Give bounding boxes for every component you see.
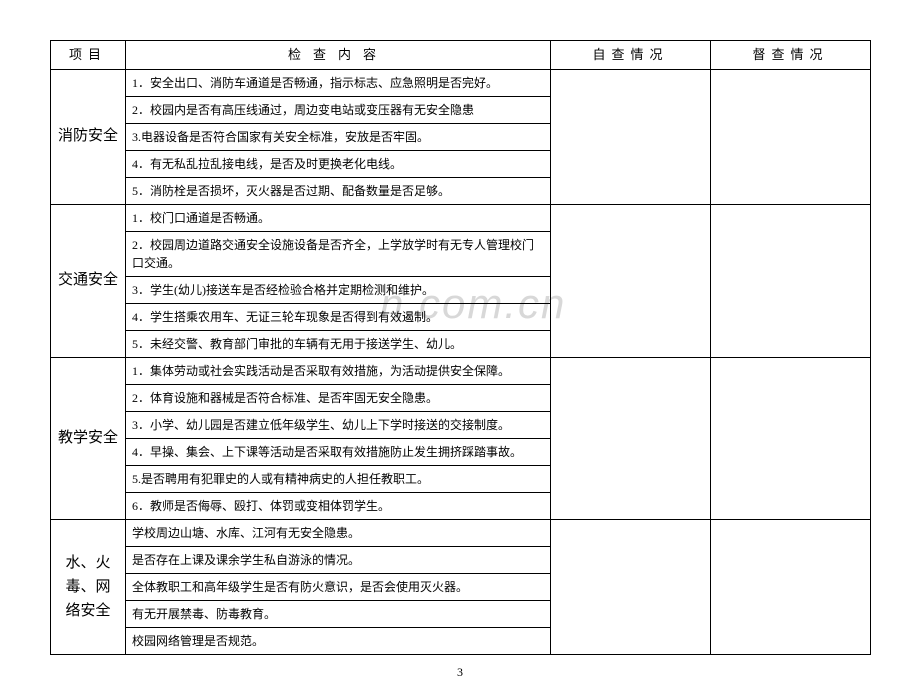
- content-cell: 5．消防栓是否损坏，灭火器是否过期、配备数量是否足够。: [126, 177, 551, 204]
- table-row: 消防安全 1．安全出口、消防车通道是否畅通，指示标志、应急照明是否完好。: [51, 69, 871, 96]
- supervise-cell: [711, 519, 871, 654]
- content-cell: 4．有无私乱拉乱接电线，是否及时更换老化电线。: [126, 150, 551, 177]
- table-container: 项目 检查内容 自查情况 督查情况 消防安全 1．安全出口、消防车通道是否畅通，…: [50, 40, 870, 655]
- content-cell: 1．校门口通道是否畅通。: [126, 204, 551, 231]
- content-cell: 3.电器设备是否符合国家有关安全标准，安放是否牢固。: [126, 123, 551, 150]
- category-fire-safety: 消防安全: [51, 69, 126, 204]
- category-traffic-safety: 交通安全: [51, 204, 126, 357]
- table-row: 交通安全 1．校门口通道是否畅通。: [51, 204, 871, 231]
- self-check-cell: [551, 204, 711, 357]
- header-self-check: 自查情况: [551, 41, 711, 70]
- content-cell: 1．安全出口、消防车通道是否畅通，指示标志、应急照明是否完好。: [126, 69, 551, 96]
- content-cell: 1．集体劳动或社会实践活动是否采取有效措施，为活动提供安全保障。: [126, 357, 551, 384]
- content-cell: 2．校园周边道路交通安全设施设备是否齐全，上学放学时有无专人管理校门口交通。: [126, 231, 551, 276]
- header-row: 项目 检查内容 自查情况 督查情况: [51, 41, 871, 70]
- content-cell: 2．体育设施和器械是否符合标准、是否牢固无安全隐患。: [126, 384, 551, 411]
- supervise-cell: [711, 357, 871, 519]
- header-supervise: 督查情况: [711, 41, 871, 70]
- content-cell: 有无开展禁毒、防毒教育。: [126, 600, 551, 627]
- content-cell: 5.是否聘用有犯罪史的人或有精神病史的人担任教职工。: [126, 465, 551, 492]
- self-check-cell: [551, 69, 711, 204]
- content-cell: 3．学生(幼儿)接送车是否经检验合格并定期检测和维护。: [126, 276, 551, 303]
- table-row: 教学安全 1．集体劳动或社会实践活动是否采取有效措施，为活动提供安全保障。: [51, 357, 871, 384]
- content-cell: 3．小学、幼儿园是否建立低年级学生、幼儿上下学时接送的交接制度。: [126, 411, 551, 438]
- content-cell: 5．未经交警、教育部门审批的车辆有无用于接送学生、幼儿。: [126, 330, 551, 357]
- content-cell: 是否存在上课及课余学生私自游泳的情况。: [126, 546, 551, 573]
- table-row: 水、火毒、网络安全 学校周边山塘、水库、江河有无安全隐患。: [51, 519, 871, 546]
- content-cell: 校园网络管理是否规范。: [126, 627, 551, 654]
- supervise-cell: [711, 69, 871, 204]
- page-number: 3: [50, 665, 870, 680]
- content-cell: 全体教职工和高年级学生是否有防火意识，是否会使用灭火器。: [126, 573, 551, 600]
- self-check-cell: [551, 357, 711, 519]
- content-cell: 学校周边山塘、水库、江河有无安全隐患。: [126, 519, 551, 546]
- header-project: 项目: [51, 41, 126, 70]
- category-teaching-safety: 教学安全: [51, 357, 126, 519]
- category-water-fire-network-safety: 水、火毒、网络安全: [51, 519, 126, 654]
- inspection-table: 项目 检查内容 自查情况 督查情况 消防安全 1．安全出口、消防车通道是否畅通，…: [50, 40, 871, 655]
- content-cell: 4．早操、集会、上下课等活动是否采取有效措施防止发生拥挤踩踏事故。: [126, 438, 551, 465]
- header-content: 检查内容: [126, 41, 551, 70]
- content-cell: 4．学生搭乘农用车、无证三轮车现象是否得到有效遏制。: [126, 303, 551, 330]
- self-check-cell: [551, 519, 711, 654]
- supervise-cell: [711, 204, 871, 357]
- content-cell: 2．校园内是否有高压线通过，周边变电站或变压器有无安全隐患: [126, 96, 551, 123]
- content-cell: 6．教师是否侮辱、殴打、体罚或变相体罚学生。: [126, 492, 551, 519]
